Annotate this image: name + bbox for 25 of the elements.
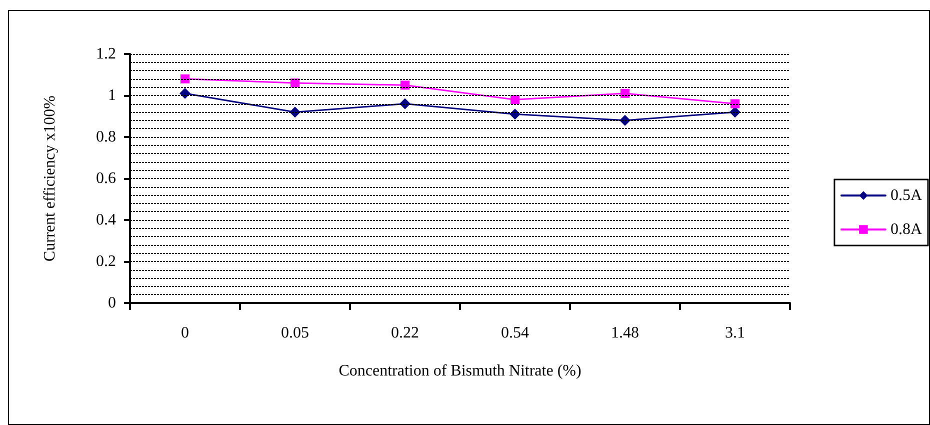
point (510, 108, 520, 120)
y-tick-label: 0.2 (96, 253, 116, 270)
y-tick-label: 1.2 (96, 46, 116, 62)
y-axis-title: Current efficiency x100% (42, 96, 58, 262)
x-tick-label: 0.54 (501, 324, 529, 342)
point (730, 99, 740, 108)
x-tick-label: 0 (181, 324, 189, 342)
x-tick-label: 1.48 (611, 324, 639, 342)
x-axis-title: Concentration of Bismuth Nitrate (%) (338, 362, 582, 380)
y-tick-label: 0.8 (96, 128, 116, 146)
x-tick-label: 3.1 (725, 324, 745, 342)
x-tick-label: 0.22 (391, 324, 419, 342)
point (180, 88, 190, 99)
point (400, 80, 410, 90)
x-tick-label: 0.05 (281, 324, 309, 342)
y-tick-label: 0.6 (96, 170, 116, 187)
point (510, 95, 520, 104)
point (620, 88, 630, 98)
legend-label: 0.5A (890, 187, 922, 204)
y-tick-label: 1 (108, 87, 116, 104)
legend-label: 0.8A (890, 221, 922, 238)
point (180, 74, 190, 84)
y-tick-label: 0 (108, 294, 116, 312)
point (290, 78, 300, 88)
y-tick-label: 0.4 (96, 212, 116, 228)
